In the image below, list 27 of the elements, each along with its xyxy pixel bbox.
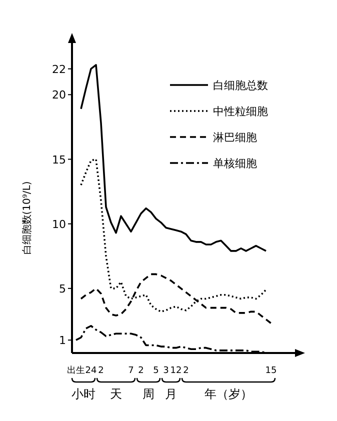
y-tick-label: 22	[52, 62, 66, 76]
x-tick-label: 2	[138, 366, 144, 376]
x-tick-label: 5	[153, 366, 159, 376]
legend-label: 中性粒细胞	[213, 105, 268, 118]
x-tick-label: 24	[85, 366, 97, 376]
y-tick-label: 1	[59, 334, 66, 348]
text: 小时	[72, 387, 96, 401]
x-tick-label: 3	[163, 366, 169, 376]
x-tick-label: 2	[183, 366, 189, 376]
y-tick-label: 5	[59, 282, 66, 296]
y-tick-label: 20	[52, 88, 66, 102]
legend-label: 淋巴细胞	[213, 131, 257, 144]
text: 年（岁）	[204, 387, 252, 401]
text: 天	[110, 387, 122, 401]
y-tick-label: 15	[52, 153, 66, 166]
legend-label: 白细胞总数	[213, 79, 268, 92]
x-tick-label: 15	[265, 366, 277, 376]
y-tick-label: 10	[52, 218, 66, 231]
x-tick-label: 7	[128, 366, 134, 376]
text: 周	[142, 387, 154, 401]
y-axis-title: 白细胞数(10⁹/L)	[21, 181, 33, 255]
x-tick-label: 12	[170, 366, 182, 376]
text: 月	[165, 387, 177, 401]
x-tick-label: 2	[98, 366, 104, 376]
x-tick-label: 出生	[67, 365, 85, 376]
line-series	[80, 64, 267, 252]
legend-label: 单核细胞	[213, 157, 257, 170]
